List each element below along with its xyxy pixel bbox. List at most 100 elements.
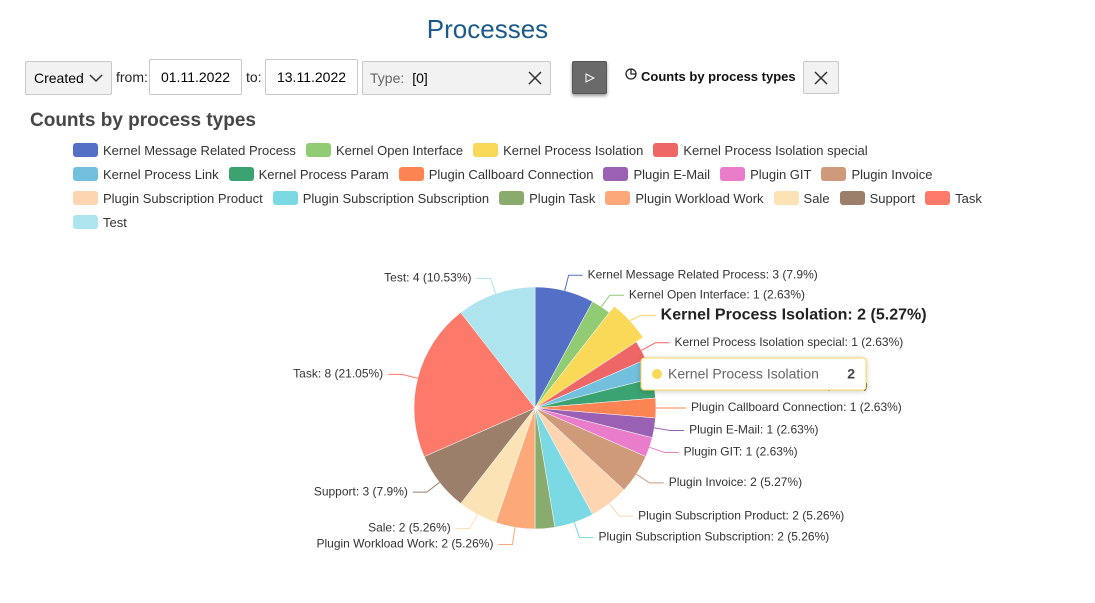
legend-label: Plugin GIT <box>750 166 812 182</box>
legend-swatch <box>653 143 679 157</box>
data-label: Kernel Message Related Process: 3 (7.9%) <box>588 267 818 281</box>
legend-label: Plugin Subscription Product <box>103 190 263 206</box>
legend-item[interactable]: Sale <box>773 188 830 208</box>
legend-swatch <box>272 191 298 205</box>
data-label: Support: 3 (7.9%) <box>314 484 408 498</box>
data-label: Plugin Subscription Product: 2 (5.26%) <box>638 508 844 522</box>
leader-line <box>388 373 418 379</box>
legend-label: Kernel Message Related Process <box>103 142 296 158</box>
data-label: Task: 8 (21.05%) <box>293 367 383 381</box>
tooltip-value: 2 <box>847 366 855 382</box>
legend-item[interactable]: Kernel Message Related Process <box>73 140 296 160</box>
legend-label: Test <box>103 214 127 230</box>
leader-line <box>455 514 478 529</box>
tooltip: Kernel Process Isolation 2 <box>640 357 867 391</box>
data-label: Plugin Workload Work: 2 (5.26%) <box>316 537 493 551</box>
close-icon <box>814 70 828 85</box>
legend-item[interactable]: Task <box>925 188 982 208</box>
data-label: Plugin E-Mail: 1 (2.63%) <box>689 423 818 437</box>
tooltip-box <box>640 357 867 391</box>
legend-item[interactable]: Plugin Subscription Subscription <box>272 188 489 208</box>
legend-label: Plugin Invoice <box>851 166 933 182</box>
legend-label: Kernel Process Isolation special <box>683 142 868 158</box>
type-label: Type: <box>370 70 405 86</box>
legend-item[interactable]: Plugin Workload Work <box>605 188 764 208</box>
data-label: Kernel Process Isolation special: 1 (2.6… <box>674 335 903 349</box>
legend-item[interactable]: Kernel Process Isolation special <box>653 140 868 160</box>
page-title: Processes <box>426 14 549 44</box>
pie-icon <box>625 68 637 80</box>
legend-swatch <box>925 191 951 205</box>
legend-item[interactable]: Plugin Invoice <box>821 164 932 184</box>
date-field-select[interactable]: Created <box>25 61 112 95</box>
leader-line <box>608 503 634 517</box>
legend-item[interactable]: Plugin Callboard Connection <box>398 164 594 184</box>
legend-label: Plugin Workload Work <box>635 190 764 206</box>
legend-label: Plugin E-Mail <box>633 166 711 182</box>
legend-item[interactable]: Kernel Open Interface <box>305 140 464 160</box>
leader-line <box>636 473 664 484</box>
legend-item[interactable]: Kernel Process Param <box>228 164 389 184</box>
legend-swatch <box>473 143 499 157</box>
chevron <box>89 74 103 83</box>
legend-swatch <box>73 143 98 157</box>
legend-item[interactable]: Plugin GIT <box>720 164 811 184</box>
view-label[interactable]: Counts by process types <box>641 69 796 84</box>
leader-line <box>564 274 583 291</box>
legend-swatch <box>228 167 254 181</box>
legend-swatch <box>73 167 98 181</box>
legend-swatch <box>73 191 98 205</box>
legend-item[interactable]: Test <box>73 212 127 232</box>
legend-item[interactable]: Support <box>839 188 916 208</box>
leader-line <box>649 446 679 453</box>
data-label: Kernel Open Interface: 1 (2.63%) <box>629 287 805 301</box>
type-filter[interactable]: Type: [0] <box>362 61 551 95</box>
leader-line <box>629 314 656 322</box>
data-label: Plugin Subscription Subscription: 2 (5.2… <box>598 530 829 544</box>
legend-label: Plugin Callboard Connection <box>428 166 594 182</box>
leader-line <box>573 522 594 539</box>
legend: Kernel Message Related Process Kernel Ope… <box>73 140 1018 232</box>
pie-slice <box>534 305 644 409</box>
type-value: [0] <box>412 70 428 86</box>
legend-swatch <box>839 191 865 205</box>
data-label: Kernel Process Isolation: 2 (5.27%) <box>661 306 927 323</box>
close-button[interactable] <box>803 61 839 94</box>
legend-label: Kernel Process Link <box>103 166 219 182</box>
tooltip-name: Kernel Process Isolation <box>668 366 819 382</box>
from-label: from: <box>116 69 148 85</box>
legend-item[interactable]: Plugin E-Mail <box>603 164 710 184</box>
leader-line <box>641 342 670 351</box>
run-button[interactable] <box>572 61 607 94</box>
tooltip-marker <box>652 369 662 379</box>
data-label: Plugin Callboard Connection: 1 (2.63%) <box>691 400 902 414</box>
play-icon <box>585 72 595 83</box>
data-label: Plugin GIT: 1 (2.63%) <box>684 445 798 459</box>
to-label: to: <box>246 69 262 85</box>
legend-item[interactable]: Kernel Process Link <box>73 164 219 184</box>
to-date-input[interactable]: 13.11.2022 <box>265 59 358 95</box>
legend-item[interactable]: Plugin Task <box>499 188 595 208</box>
legend-label: Support <box>869 190 916 206</box>
leader-line <box>498 527 516 545</box>
legend-label: Kernel Open Interface <box>335 142 464 158</box>
legend-swatch <box>398 167 424 181</box>
legend-item[interactable]: Kernel Process Isolation <box>473 140 643 160</box>
pie-slice <box>460 286 536 409</box>
legend-swatch <box>73 215 98 229</box>
clear-icon[interactable] <box>528 71 542 85</box>
legend-item[interactable]: Plugin Subscription Product <box>73 188 263 208</box>
legend-swatch <box>603 167 629 181</box>
legend-swatch <box>499 191 525 205</box>
leader-line <box>654 427 685 432</box>
select-value: Created <box>34 70 84 86</box>
leader-line <box>476 277 497 294</box>
leader-line <box>412 481 440 493</box>
from-date-input[interactable]: 01.11.2022 <box>149 59 242 95</box>
legend-swatch <box>773 191 799 205</box>
legend-swatch <box>821 167 847 181</box>
legend-label: Kernel Process Param <box>258 166 389 182</box>
chart-title: Counts by process types <box>30 110 256 131</box>
leader-line <box>600 294 624 308</box>
